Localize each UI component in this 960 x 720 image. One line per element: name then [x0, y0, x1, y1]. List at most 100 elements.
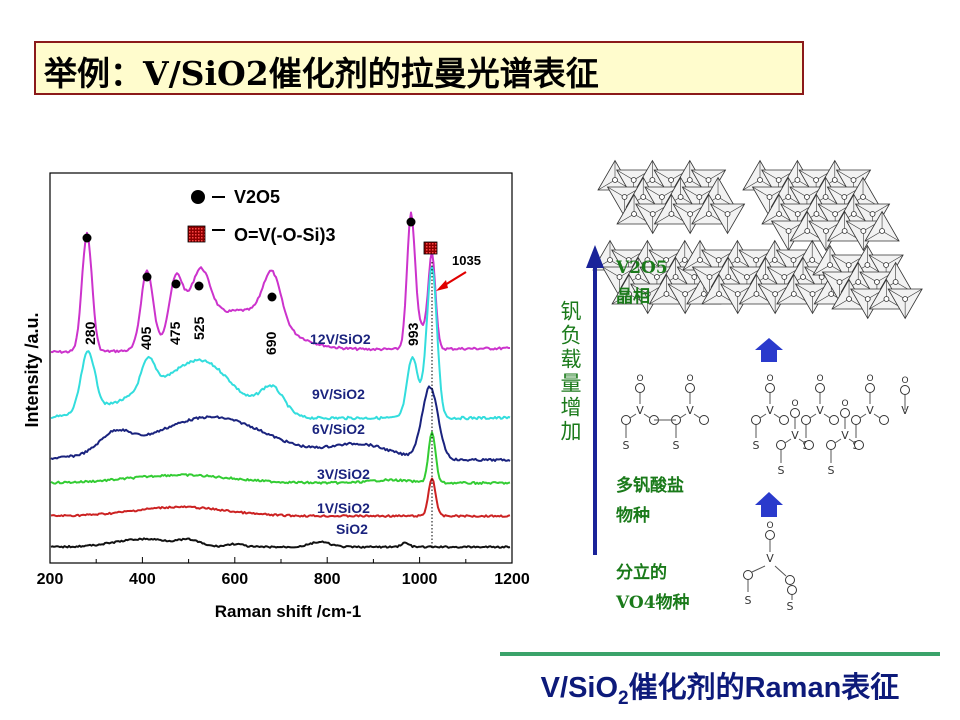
v-atom	[832, 211, 839, 217]
polyhedron-edge	[881, 230, 900, 242]
v-atom	[828, 291, 835, 297]
silicon-label: S	[623, 439, 630, 452]
polyhedron-edge	[836, 169, 854, 181]
polyhedron-edge	[827, 186, 845, 198]
loading-arrowhead	[586, 245, 604, 268]
v-atom	[631, 211, 637, 217]
vanadium-label: V	[766, 552, 774, 565]
polyhedron-edge	[708, 169, 726, 181]
peak-label-690: 690	[263, 331, 279, 355]
caption-suffix: 催化剂的Raman表征	[628, 672, 900, 704]
loading-arrow-label: 钒负载量增加	[558, 300, 582, 444]
v-atom	[682, 291, 689, 297]
polyhedron-edge	[752, 186, 770, 198]
v-atom	[691, 274, 698, 280]
v-atom	[850, 177, 857, 183]
x-tick-label: 600	[221, 571, 248, 588]
bond	[784, 438, 792, 444]
v-atom	[625, 257, 632, 263]
v-atom	[715, 257, 722, 263]
bond	[679, 413, 687, 419]
polyhedron-edge	[602, 266, 620, 278]
v-atom	[790, 291, 797, 297]
v-atom	[836, 279, 843, 285]
oxygen-atom	[699, 415, 709, 425]
peak-label-993: 993	[405, 322, 421, 346]
series-line	[50, 211, 510, 354]
v-atom	[892, 279, 899, 285]
polyhedron-edge	[648, 249, 667, 261]
v-atom	[809, 291, 816, 297]
oxygen-atom	[815, 383, 825, 393]
v-atom	[762, 274, 769, 280]
v2o5-marker	[142, 272, 152, 282]
x-axis: 200 400 600 800 1000 1200	[37, 557, 530, 588]
series-label-sio2: SiO2	[336, 521, 368, 537]
v-atom	[626, 291, 632, 297]
vanadium-label: V	[841, 429, 849, 442]
x-tick-label: 1200	[494, 571, 530, 588]
v-atom	[757, 177, 763, 183]
oxygen-atom	[829, 415, 839, 425]
annotation-1035: 1035	[452, 253, 481, 268]
v-atom	[822, 194, 829, 200]
vanadium-label: V	[636, 404, 644, 417]
stage-poly-line2: 物种	[616, 505, 650, 526]
bond	[823, 413, 831, 419]
y-axis-title: Intensity /a.u.	[22, 312, 42, 427]
x-tick-label: 1000	[402, 571, 438, 588]
vanadium-label: V	[686, 404, 694, 417]
polyhedron-edge	[757, 283, 776, 295]
oxygen-atom	[787, 585, 797, 595]
ovsi-marker	[423, 241, 438, 255]
stage-crystal-line1: V2O5	[615, 258, 668, 278]
v-atom	[677, 194, 684, 200]
oxygen-atom	[635, 383, 645, 393]
v-atom	[813, 211, 820, 217]
peak-label-525: 525	[191, 316, 207, 340]
bond	[873, 413, 881, 419]
bond	[751, 565, 766, 573]
stage-isolated-line2: VO4物种	[615, 592, 690, 613]
stage-crystal-line2: 晶相	[616, 286, 650, 307]
v2o5-marker	[194, 281, 204, 291]
polyhedron-edge	[872, 203, 890, 215]
v-atom	[659, 194, 665, 200]
polyhedron-edge	[682, 186, 700, 198]
v-atom	[672, 274, 679, 280]
polyhedron-edge	[607, 186, 625, 198]
v2o5-marker	[82, 233, 92, 243]
polyhedron-edge	[653, 169, 672, 181]
atom-label: O	[766, 521, 773, 531]
polyhedron-edge	[814, 293, 832, 305]
polyhedron-edge	[649, 293, 667, 305]
oxygen-atom	[776, 440, 786, 450]
polyhedron-edge	[859, 271, 878, 283]
v-atom	[724, 211, 731, 217]
polyhedron-edge	[887, 288, 906, 300]
v-atom	[883, 296, 890, 302]
caption-prefix: V/SiO	[540, 672, 619, 704]
silicon-label: S	[753, 439, 760, 452]
v-atom	[772, 291, 779, 297]
caption-subscript: 2	[618, 687, 629, 709]
oxygen-atom	[765, 383, 775, 393]
peak-label-475: 475	[167, 321, 183, 345]
polyhedron-edge	[691, 169, 709, 181]
v-atom	[804, 194, 810, 200]
v-atom	[813, 177, 819, 183]
series-line	[50, 431, 511, 485]
series-line	[50, 385, 511, 462]
bond	[859, 413, 867, 419]
v-atom	[794, 211, 801, 217]
series-label-3v: 3V/SiO2	[317, 466, 370, 482]
v-atom	[809, 257, 816, 263]
v-atom	[766, 194, 773, 200]
series-line	[50, 265, 511, 421]
bond	[848, 438, 856, 444]
silicon-label: S	[778, 464, 785, 477]
polyhedron-edge	[798, 169, 817, 181]
atom-label: O	[841, 399, 848, 409]
oxygen-atom	[826, 440, 836, 450]
